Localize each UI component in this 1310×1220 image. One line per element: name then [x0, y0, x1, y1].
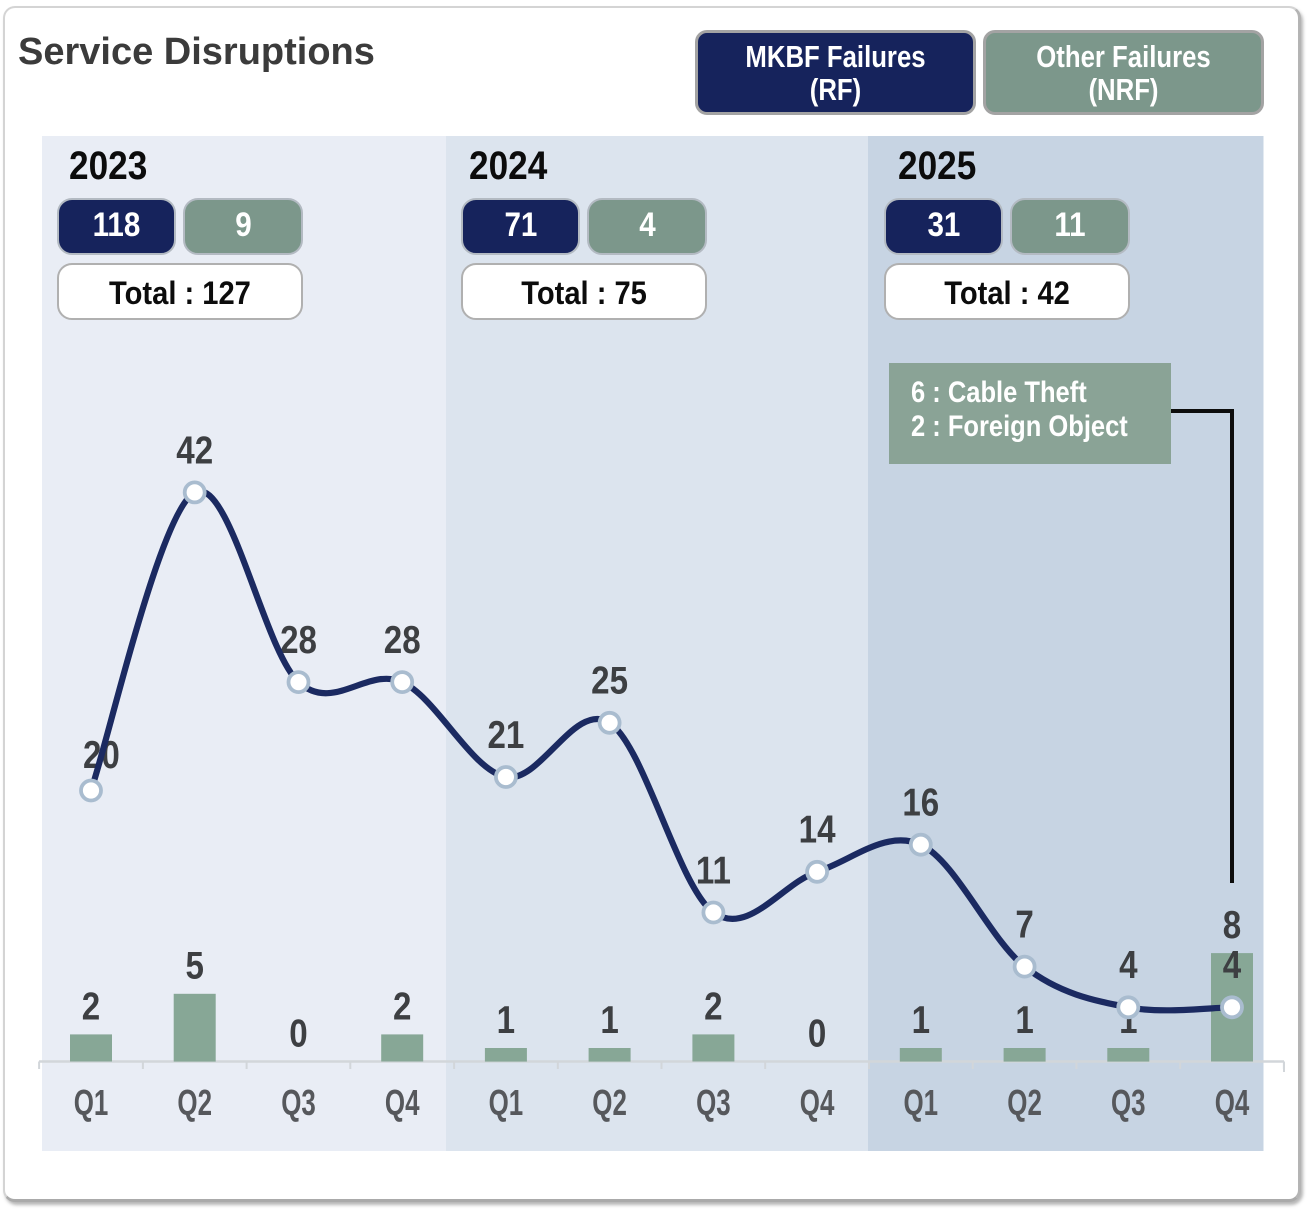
- svg-text:5: 5: [185, 943, 203, 987]
- svg-text:1: 1: [600, 997, 618, 1041]
- svg-text:Q3: Q3: [1111, 1083, 1146, 1123]
- svg-text:Q2: Q2: [592, 1083, 627, 1123]
- svg-text:Q1: Q1: [74, 1083, 109, 1123]
- svg-text:Q1: Q1: [904, 1083, 939, 1123]
- svg-text:4: 4: [1119, 943, 1137, 987]
- svg-text:Q1: Q1: [489, 1083, 524, 1123]
- svg-text:21: 21: [487, 712, 524, 756]
- svg-text:0: 0: [289, 1011, 307, 1055]
- svg-text:Q4: Q4: [800, 1083, 835, 1123]
- svg-text:Q4: Q4: [1215, 1083, 1250, 1123]
- svg-text:16: 16: [902, 780, 939, 824]
- svg-text:2: 2: [393, 984, 411, 1028]
- svg-text:1: 1: [1015, 997, 1033, 1041]
- svg-text:4: 4: [1223, 943, 1241, 987]
- svg-text:28: 28: [384, 617, 421, 661]
- svg-text:1: 1: [912, 997, 930, 1041]
- svg-text:7: 7: [1015, 902, 1033, 946]
- svg-text:25: 25: [591, 658, 628, 702]
- svg-text:Q3: Q3: [696, 1083, 731, 1123]
- svg-text:2: 2: [82, 984, 100, 1028]
- svg-text:42: 42: [176, 428, 213, 472]
- svg-text:1: 1: [497, 997, 515, 1041]
- svg-text:14: 14: [799, 807, 836, 851]
- svg-text:Q4: Q4: [385, 1083, 420, 1123]
- svg-text:Q2: Q2: [1007, 1083, 1042, 1123]
- svg-text:Q2: Q2: [177, 1083, 212, 1123]
- svg-text:28: 28: [280, 617, 317, 661]
- svg-text:8: 8: [1223, 902, 1241, 946]
- svg-text:Q3: Q3: [281, 1083, 316, 1123]
- svg-text:2: 2: [704, 984, 722, 1028]
- svg-text:11: 11: [696, 848, 731, 892]
- svg-text:0: 0: [808, 1011, 826, 1055]
